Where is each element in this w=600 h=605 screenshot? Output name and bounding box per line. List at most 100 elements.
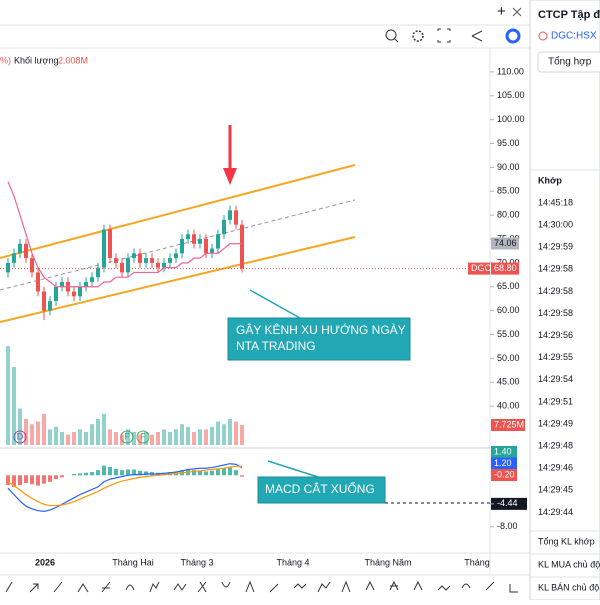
candle-body [132, 253, 136, 259]
symbol-badge: DGC [471, 263, 492, 273]
macd-histogram-bar [234, 470, 238, 476]
tool-icon[interactable] [173, 583, 187, 591]
channel-upper[interactable] [0, 164, 356, 259]
candle-body [210, 248, 214, 254]
tool-icon[interactable] [461, 583, 471, 589]
tool-icon[interactable] [485, 581, 495, 591]
candle-body [108, 229, 112, 259]
macd-histogram-bar [222, 468, 226, 476]
tool-icon[interactable] [341, 580, 351, 593]
y-tick-label: 70.00 [497, 257, 520, 267]
time-axis: 2026 Tháng Hai Tháng 3 Tháng 4 Tháng Năm… [35, 557, 490, 567]
volume-bar [24, 419, 28, 445]
volume-bar [198, 429, 202, 445]
search-icon[interactable] [385, 29, 397, 41]
candle-body [204, 239, 208, 254]
candle-body [180, 239, 184, 254]
volume-bar [186, 426, 190, 445]
tool-icon[interactable] [221, 581, 231, 588]
settings-icon[interactable] [412, 30, 424, 42]
macd-histogram-bar [138, 470, 142, 476]
channel-mid[interactable] [0, 199, 356, 291]
volume-bar [12, 367, 16, 445]
share-icon[interactable] [471, 30, 483, 42]
tool-icon[interactable] [197, 581, 207, 593]
candle-body [78, 286, 82, 297]
tool-icon[interactable] [437, 585, 451, 591]
volume-bar [228, 419, 232, 445]
volume-bar [60, 432, 64, 445]
tool-icon[interactable] [5, 581, 13, 593]
trade-time: 14:45:18 [538, 197, 573, 207]
add-icon[interactable]: + [497, 3, 506, 20]
tool-icon[interactable] [125, 584, 135, 591]
tool-icon[interactable] [53, 581, 63, 593]
macd-histogram-bar [18, 475, 22, 485]
candle-body [162, 262, 166, 268]
ma-badge-bg [491, 237, 519, 250]
tool-icon[interactable] [149, 581, 160, 593]
macd-histogram-bar [144, 471, 148, 476]
event-marker[interactable]: F [140, 431, 146, 441]
volume-bar [204, 429, 208, 445]
macd-histogram-bar [192, 470, 196, 476]
volume-bar [42, 413, 46, 445]
volume-bar [120, 434, 124, 445]
legend-volume-label: Khối lượng [14, 55, 58, 65]
callout-text: GÂY KÊNH XU HƯỚNG NGÀY [236, 322, 406, 337]
candle-body [54, 286, 58, 302]
trade-time: 14:29:45 [538, 485, 573, 495]
macd-badge-bg [491, 446, 517, 458]
tool-icon[interactable] [293, 583, 307, 589]
volume-badge: 7.725M [494, 419, 524, 429]
fullscreen-icon[interactable] [437, 28, 451, 43]
tool-icon[interactable] [509, 584, 518, 593]
callout-box[interactable] [227, 317, 411, 361]
tab-button[interactable] [537, 51, 600, 73]
volume-bar [144, 432, 148, 445]
volume-bar [84, 432, 88, 445]
tool-icon[interactable] [245, 580, 255, 593]
tool-icon[interactable] [29, 583, 39, 593]
candle-body [90, 277, 94, 282]
macd-histogram-bar [90, 472, 94, 476]
tool-icon[interactable] [77, 583, 89, 593]
trade-time: 14:29:59 [538, 242, 573, 252]
tool-icon[interactable] [317, 581, 331, 593]
macd-histogram-bar [78, 473, 82, 476]
panel-symbol[interactable]: DGC:HSX [551, 31, 597, 42]
macd-histogram-bar [108, 466, 112, 476]
ma-line [7, 181, 243, 288]
volume-bar [18, 408, 22, 445]
trade-time: 14:29:48 [538, 440, 573, 450]
callout-box[interactable] [257, 476, 386, 504]
tool-icon[interactable] [269, 583, 279, 593]
macd-histogram-bar [24, 475, 28, 484]
trade-time: 14:29:58 [538, 308, 573, 318]
volume-bar [174, 429, 178, 445]
volume-bar [216, 421, 220, 445]
candle-body [222, 219, 226, 235]
time-label: Tháng Năm [364, 557, 411, 567]
close-icon[interactable] [512, 7, 522, 17]
macd-histogram-bar [120, 470, 124, 476]
tool-icon[interactable] [365, 580, 375, 591]
candle-body [234, 210, 238, 225]
macd-badge: 1.40 [494, 446, 512, 456]
trade-time: 14:29:56 [538, 330, 573, 340]
y-tick-label: -4.44 [497, 498, 518, 508]
channel-lower[interactable] [0, 236, 356, 323]
logo-icon[interactable] [505, 28, 521, 44]
tool-icon[interactable] [101, 581, 111, 593]
volume-bar [54, 426, 58, 445]
candle-body [114, 258, 118, 263]
volume-bar [114, 432, 118, 445]
volume-bar [6, 346, 10, 445]
tool-icon[interactable] [389, 580, 399, 591]
tool-icon[interactable] [413, 580, 423, 591]
callout-text: NTA TRADING [236, 339, 316, 353]
arrow-head [223, 168, 237, 185]
volume-bar [162, 429, 166, 445]
y-tick-label: 110.00 [497, 66, 524, 76]
